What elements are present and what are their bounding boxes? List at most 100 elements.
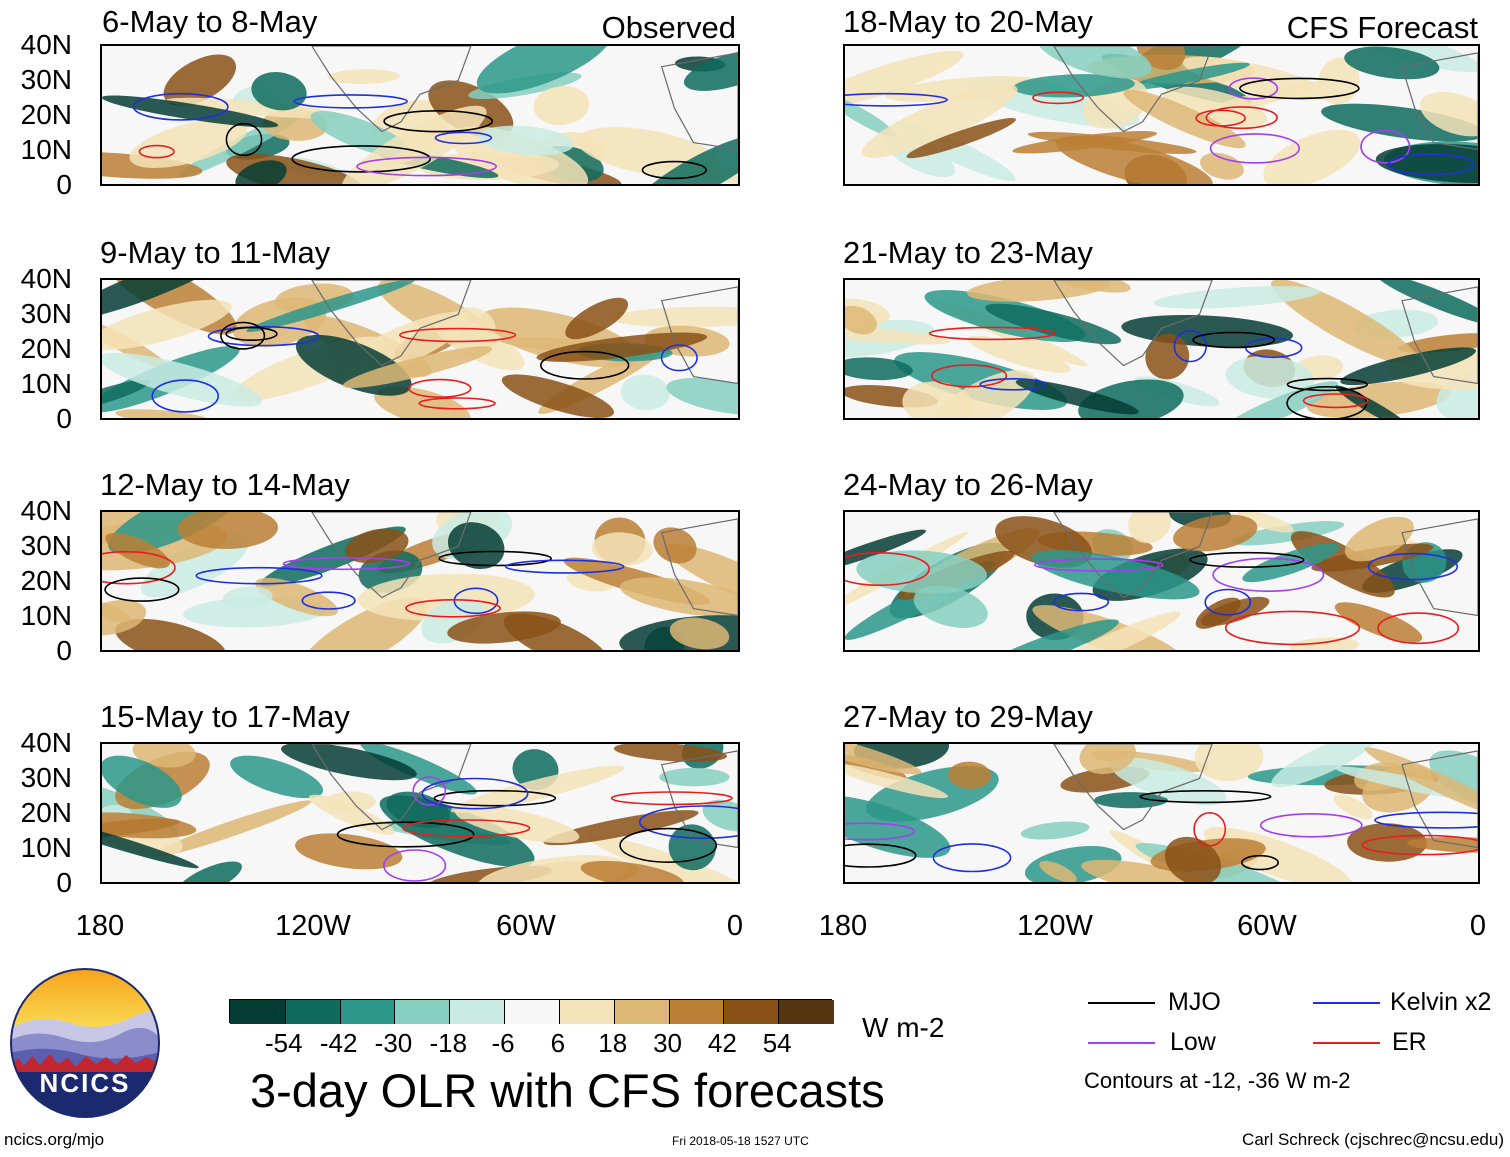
olr-anomaly-region	[1110, 757, 1227, 806]
wave-contour	[1205, 106, 1278, 130]
legend-low-swatch	[1088, 1042, 1155, 1044]
wave-contour	[453, 587, 499, 615]
footer-url[interactable]: ncics.org/mjo	[4, 1130, 105, 1149]
wave-contour	[1361, 834, 1478, 856]
panel-5-map	[843, 44, 1480, 186]
olr-anomaly-region	[501, 374, 614, 418]
panel-6-map	[843, 278, 1480, 420]
olr-anomaly-region	[1055, 135, 1213, 184]
panel-3-map	[100, 510, 740, 652]
wave-contour	[1302, 393, 1369, 409]
lat-tick-label: 40N	[20, 263, 72, 294]
wave-contour	[1139, 789, 1272, 804]
olr-anomaly-region	[668, 824, 716, 871]
olr-anomaly-region	[845, 795, 951, 858]
olr-anomaly-region	[1037, 611, 1181, 650]
olr-anomaly-region	[565, 297, 629, 340]
legend-low-label: Low	[1170, 1028, 1216, 1056]
olr-anomaly-region	[613, 744, 727, 762]
panel-8-date-label: 27-May to 29-May	[843, 699, 1093, 734]
wave-contour	[402, 819, 531, 838]
olr-anomaly-region	[476, 46, 612, 94]
wave-contour	[405, 599, 501, 618]
coastline	[311, 46, 738, 151]
lon-tick-label: 120W	[1017, 910, 1093, 942]
olr-anomaly-field	[845, 512, 1478, 650]
olr-anomaly-region	[1335, 385, 1414, 418]
ncics-logo-graphic	[10, 968, 160, 1118]
legend-er-label: ER	[1392, 1028, 1427, 1056]
olr-anomaly-region	[1344, 516, 1414, 562]
olr-anomaly-region	[102, 379, 151, 412]
olr-anomaly-region	[102, 299, 232, 350]
olr-anomaly-region	[1136, 46, 1186, 71]
olr-anomaly-region	[543, 810, 699, 846]
wave-contour	[438, 550, 553, 567]
olr-anomaly-region	[1162, 86, 1268, 127]
wave-contour	[207, 326, 320, 347]
olr-anomaly-region	[966, 280, 1111, 302]
olr-anomaly-region	[1334, 602, 1423, 643]
colorbar-swatch	[613, 1000, 670, 1024]
wave-contour	[1367, 552, 1459, 581]
wave-contour	[979, 378, 1047, 391]
olr-anomaly-region	[102, 601, 131, 623]
wave-contour	[1224, 610, 1361, 646]
olr-anomaly-region	[1263, 129, 1361, 184]
wave-contour	[282, 557, 411, 571]
wave-contour	[225, 326, 278, 342]
olr-anomaly-region	[345, 528, 409, 564]
colorbar-swatch	[723, 1000, 780, 1024]
footer-credit: Carl Schreck (cjschrec@ncsu.edu)	[1242, 1130, 1504, 1149]
colorbar-swatch	[449, 1000, 506, 1024]
olr-anomaly-region	[845, 50, 964, 110]
wave-contour	[291, 145, 432, 173]
wave-contour	[104, 577, 180, 602]
panel-5-source-tag: CFS Forecast	[1286, 10, 1478, 45]
olr-anomaly-region	[1237, 512, 1294, 533]
lon-tick-label: 120W	[275, 910, 351, 942]
wave-contour	[504, 559, 625, 574]
panel-4-date-label: 15-May to 17-May	[100, 699, 350, 734]
olr-anomaly-region	[152, 800, 312, 858]
panel-2-date-label: 9-May to 11-May	[100, 235, 331, 270]
panel-7-map	[843, 510, 1480, 652]
olr-anomaly-region	[1333, 794, 1373, 820]
olr-anomaly-region	[447, 522, 505, 570]
lon-tick-label: 180	[75, 910, 125, 942]
olr-anomaly-region	[1153, 286, 1320, 309]
wave-contour	[638, 805, 738, 839]
olr-anomaly-region	[1079, 744, 1136, 775]
lat-tick-label: 40N	[20, 495, 72, 526]
colorbar-tick-label: 6	[550, 1028, 566, 1058]
colorbar-swatch	[558, 1000, 615, 1024]
olr-anomaly-region	[1200, 152, 1244, 180]
colorbar-tick-label: 42	[707, 1028, 737, 1058]
wave-contour	[138, 144, 175, 159]
olr-anomaly-region	[379, 795, 535, 868]
olr-anomaly-region	[1364, 747, 1478, 823]
wave-contour	[434, 131, 493, 145]
olr-anomaly-region	[913, 585, 988, 628]
olr-anomaly-region	[1271, 280, 1420, 367]
wave-contour	[151, 379, 219, 413]
olr-anomaly-region	[971, 619, 1119, 650]
olr-anomaly-field	[845, 280, 1478, 418]
colorbar-tick-label: -18	[429, 1028, 468, 1058]
wave-contour	[1360, 129, 1411, 164]
legend-kelvin-label: Kelvin x2	[1390, 988, 1492, 1016]
olr-anomaly-region	[845, 93, 897, 138]
wave-contour	[1209, 133, 1301, 164]
olr-anomaly-region	[1429, 750, 1478, 809]
olr-anomaly-region	[1271, 744, 1377, 788]
lat-tick-label: 20N	[20, 565, 72, 596]
olr-anomaly-region	[856, 550, 987, 594]
wave-contour	[421, 777, 529, 810]
coastline	[1053, 744, 1478, 849]
panel-3-date-label: 12-May to 14-May	[100, 467, 350, 502]
wave-contour	[1053, 592, 1110, 612]
olr-anomaly-region	[1031, 550, 1200, 600]
olr-anomaly-field	[845, 744, 1478, 882]
olr-anomaly-region	[1036, 46, 1152, 79]
ncics-logo-text: NCICS	[39, 1068, 131, 1098]
